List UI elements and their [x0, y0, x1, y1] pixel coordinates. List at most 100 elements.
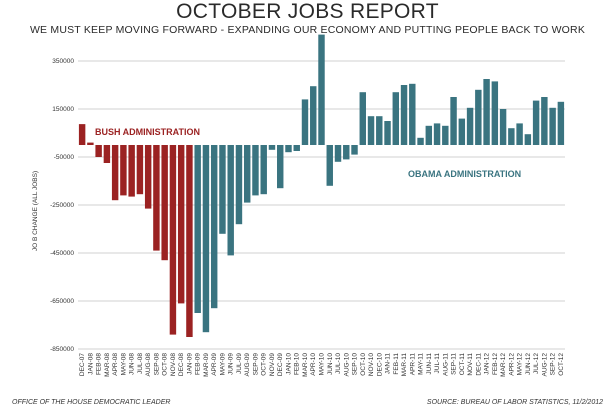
- bar-obama: [310, 86, 317, 145]
- bar-bush: [161, 145, 168, 261]
- bar-bush: [78, 124, 86, 145]
- x-tick-label: JUL-12: [533, 353, 540, 374]
- x-tick-label: NOV-11: [467, 353, 474, 376]
- x-tick-label: AUG-11: [442, 353, 449, 376]
- bar-obama: [524, 134, 532, 145]
- bar-obama: [499, 109, 507, 145]
- x-tick-label: APR-08: [112, 353, 119, 376]
- bar-obama: [450, 97, 457, 145]
- bar-bush: [186, 145, 193, 337]
- y-axis-label: JO B CHANGE (ALL JOBS): [32, 171, 39, 251]
- bar-obama: [219, 145, 226, 234]
- bar-bush: [120, 145, 127, 196]
- x-tick-label: JUN-11: [426, 353, 433, 375]
- x-tick-label: MAR-08: [104, 353, 111, 377]
- x-tick-label: JAN-09: [186, 353, 193, 375]
- y-tick-label: 350000: [52, 58, 74, 65]
- bar-obama: [425, 125, 433, 145]
- bar-obama: [409, 83, 416, 145]
- bush-administration-annotation: BUSH ADMINISTRATION: [95, 127, 200, 137]
- bar-bush: [111, 145, 119, 201]
- bar-obama: [475, 89, 482, 145]
- x-tick-label: JUN-09: [228, 353, 235, 375]
- y-tick-label: 150000: [52, 106, 74, 113]
- x-tick-label: MAY-12: [517, 353, 524, 376]
- bar-obama: [334, 145, 342, 162]
- x-tick-label: SEP-08: [153, 353, 160, 376]
- footer-source-left: OFFICE OF THE HOUSE DEMOCRATIC LEADER: [12, 399, 171, 406]
- x-tick-label: MAY-10: [319, 353, 326, 376]
- bar-obama: [301, 99, 309, 145]
- bar-bush: [103, 145, 111, 163]
- y-tick-label: -650000: [50, 298, 74, 305]
- bar-obama: [227, 145, 234, 256]
- x-tick-label: SEP-12: [550, 353, 557, 376]
- x-tick-label: MAR-10: [302, 353, 309, 377]
- bar-obama: [318, 34, 325, 145]
- x-tick-label: AUG-08: [145, 353, 152, 377]
- bar-obama: [293, 145, 300, 151]
- x-tick-label: DEC-08: [178, 353, 185, 377]
- bar-obama: [549, 107, 556, 145]
- x-tick-label: NOV-10: [368, 353, 375, 377]
- bar-obama: [367, 116, 375, 145]
- x-tick-label: JAN-11: [385, 353, 392, 375]
- bar-obama: [458, 118, 466, 145]
- bar-obama: [508, 128, 515, 145]
- bar-bush: [177, 145, 185, 304]
- bar-obama: [442, 125, 449, 145]
- bar-bush: [87, 142, 94, 145]
- x-tick-label: FEB-09: [195, 353, 202, 375]
- x-tick-label: JAN-10: [285, 353, 292, 375]
- x-tick-label: MAR-12: [500, 353, 507, 377]
- x-tick-label: APR-10: [310, 353, 317, 376]
- bar-bush: [128, 145, 135, 197]
- bar-obama: [351, 145, 358, 155]
- bar-obama: [466, 107, 474, 145]
- x-tick-label: NOV-09: [269, 353, 276, 377]
- x-tick-label: OCT-10: [360, 353, 367, 376]
- x-tick-label: MAR-09: [203, 353, 210, 377]
- bar-obama: [532, 100, 540, 145]
- x-tick-label: SEP-09: [252, 353, 259, 376]
- bar-obama: [417, 137, 424, 145]
- y-tick-label: -450000: [50, 250, 74, 257]
- x-tick-label: JUN-10: [327, 353, 334, 375]
- bar-obama: [400, 85, 408, 145]
- x-tick-label: OCT-09: [261, 353, 268, 376]
- y-tick-label: -250000: [50, 202, 74, 209]
- bar-obama: [491, 81, 499, 145]
- bar-obama: [557, 101, 565, 145]
- bar-bush: [169, 145, 177, 335]
- x-tick-label: JUL-11: [434, 353, 441, 374]
- bar-obama: [326, 145, 333, 186]
- x-tick-label: MAY-09: [219, 353, 226, 376]
- bar-obama: [235, 145, 243, 225]
- bar-obama: [483, 79, 490, 145]
- bar-obama: [384, 121, 391, 145]
- x-tick-label: SEP-11: [451, 353, 458, 375]
- bars: [78, 34, 565, 337]
- x-tick-label: DEC-07: [79, 353, 86, 377]
- x-tick-label: OCT-08: [162, 353, 169, 376]
- bar-obama: [243, 145, 251, 203]
- x-tick-label: OCT-11: [459, 353, 466, 376]
- bar-obama: [359, 92, 366, 145]
- bar-bush: [95, 145, 102, 157]
- x-tick-label: AUG-12: [541, 353, 548, 377]
- x-axis-ticks: DEC-07 JAN-08 FEB-08 MAR-08 APR-08 MAY-08 JUN-…: [79, 353, 565, 377]
- bar-obama: [210, 145, 218, 309]
- bar-obama: [343, 145, 350, 160]
- x-tick-label: NOV-08: [170, 353, 177, 377]
- bar-bush: [136, 145, 144, 195]
- chart-title: OCTOBER JOBS REPORT: [176, 0, 439, 23]
- bar-obama: [376, 116, 383, 145]
- x-tick-label: JUL-08: [137, 353, 144, 374]
- x-tick-label: FEB-08: [96, 353, 103, 375]
- x-tick-label: OCT-12: [558, 353, 565, 376]
- x-tick-label: JUL-10: [335, 353, 342, 374]
- x-tick-label: FEB-10: [294, 353, 301, 375]
- x-tick-label: AUG-09: [244, 353, 251, 377]
- x-tick-label: AUG-10: [343, 353, 350, 377]
